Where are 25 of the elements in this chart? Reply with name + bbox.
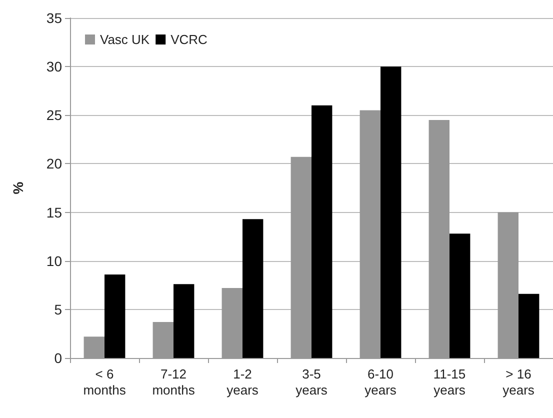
x-tick-label: 7-12 months xyxy=(152,366,196,398)
x-tick-label: 3-5 years xyxy=(296,366,328,398)
y-tick-label: 20 xyxy=(46,156,62,172)
y-tick-label: 30 xyxy=(46,58,62,75)
y-axis-title: % xyxy=(10,181,26,194)
y-tick-label: 35 xyxy=(46,10,62,26)
bar xyxy=(104,274,126,358)
y-tick-label: 5 xyxy=(54,301,62,318)
bar xyxy=(380,66,402,358)
bar xyxy=(242,219,264,358)
y-tick-label: 10 xyxy=(46,252,62,269)
y-tick-label: 0 xyxy=(54,350,62,366)
x-tick-label: 11-15 years xyxy=(433,366,466,398)
x-tick-label: < 6 months xyxy=(83,366,126,398)
legend-label: Vasc UK xyxy=(100,32,150,47)
bar xyxy=(450,234,470,358)
bar xyxy=(174,284,194,358)
bar xyxy=(518,294,540,358)
x-tick-label: > 16 years xyxy=(502,366,535,398)
bar xyxy=(312,105,332,358)
x-tick-label: 6-10 years xyxy=(364,366,397,398)
x-tick-label: 1-2 years xyxy=(226,366,259,398)
y-tick-label: 25 xyxy=(46,107,62,124)
y-tick-label: 15 xyxy=(46,204,62,220)
legend-label: VCRC xyxy=(170,32,208,47)
